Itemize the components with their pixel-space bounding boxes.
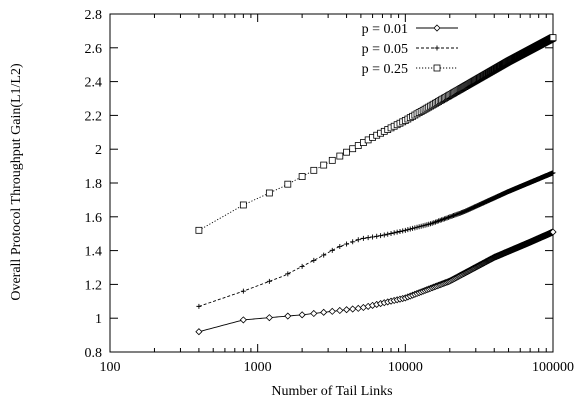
data-point [549,34,557,42]
data-point [343,306,351,314]
data-point [320,308,328,316]
data-point [405,227,411,233]
data-point [381,232,387,238]
plot-series [195,34,557,336]
data-point [196,303,202,309]
data-point [299,263,305,269]
data-point [310,166,318,174]
data-point [239,316,247,324]
data-point [394,229,400,235]
data-point [336,152,344,160]
data-point [402,227,408,233]
y-tick-label: 2.4 [85,76,103,91]
data-point [378,233,384,239]
data-point [285,271,291,277]
data-point [320,161,328,169]
data-point [311,257,317,263]
data-point [298,173,306,180]
y-tick-label: 1.6 [85,211,103,226]
series-diamond [195,228,557,336]
data-point [265,189,273,197]
data-point [344,241,350,247]
y-tick-label: 1 [95,312,102,327]
x-tick-label: 1000 [244,360,272,375]
y-tick-label: 2.6 [85,42,103,57]
y-tick-label: 1.2 [85,278,103,293]
axes: 100 1000 10000 100000 0.8 1 1.2 1.4 1.6 1.8 2 2.2 2.… [85,8,575,375]
data-point [549,228,557,236]
data-point [337,244,343,250]
series-square [195,34,557,234]
data-point [374,233,380,239]
y-tick-label: 1.4 [85,245,103,260]
plot-frame [109,13,554,353]
data-point [240,288,246,294]
data-point [343,148,350,156]
data-point [385,231,391,237]
y-axis-label: Overall Protocol Throughput Gain(L1/L2) [9,63,24,301]
data-point [370,234,376,240]
data-point [410,225,416,231]
data-point [400,228,406,234]
x-axis-label: Number of Tail Links [271,384,392,399]
data-point [412,225,418,231]
data-point [321,252,327,258]
data-point [349,145,357,153]
series-line [198,231,554,333]
x-tick-label: 100 [100,360,121,375]
legend-label: p = 0.25 [362,62,408,77]
data-point [391,230,397,236]
x-tick-label: 100000 [532,360,574,375]
data-point [298,311,306,319]
y-tick-label: 2 [95,143,102,158]
data-point [265,314,273,322]
data-point [284,180,292,188]
data-point [195,226,203,234]
y-tick-label: 2.2 [85,109,103,124]
data-point [407,226,413,232]
data-point [365,235,371,241]
y-tick-label: 1.8 [85,177,103,192]
data-point [388,230,394,236]
data-point [239,201,247,209]
data-point [359,303,367,312]
legend-marker [433,64,441,72]
data-point [350,239,356,245]
data-point [329,247,335,253]
legend-label: p = 0.05 [362,42,408,57]
data-point [266,278,272,284]
series-line [198,172,554,307]
x-tick-label: 10000 [388,360,423,375]
legend-marker [434,45,440,51]
data-point [550,170,556,176]
legend-marker [433,24,441,32]
y-tick-label: 0.8 [85,346,103,361]
y-tick-label: 2.8 [85,8,103,23]
data-point [328,156,336,164]
data-point [397,229,403,235]
data-point [336,306,344,315]
data-point [355,237,361,243]
data-point [284,312,292,320]
data-point [195,328,203,336]
data-point [349,305,357,313]
series-plus [196,170,556,309]
legend-label: p = 0.01 [362,22,408,37]
legend: p = 0.01 p = 0.05 p = 0.25 [362,22,458,77]
data-point [310,309,318,318]
data-point [360,235,366,241]
data-point [328,307,336,315]
data-point [354,304,362,312]
